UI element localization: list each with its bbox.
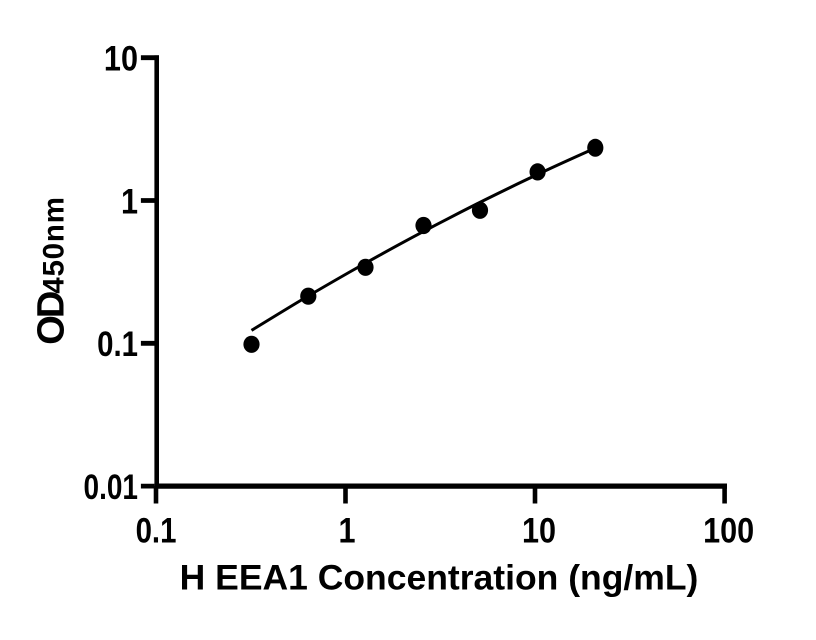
svg-text:0.01: 0.01	[84, 467, 138, 507]
svg-text:OD450nm: OD450nm	[31, 196, 73, 344]
svg-text:H EEA1 Concentration (ng/mL): H EEA1 Concentration (ng/mL)	[180, 558, 699, 598]
svg-text:100: 100	[703, 510, 754, 549]
svg-text:1: 1	[121, 181, 138, 220]
svg-text:10: 10	[104, 39, 138, 78]
svg-text:1: 1	[338, 510, 355, 549]
svg-text:0.1: 0.1	[136, 511, 177, 550]
svg-text:0.1: 0.1	[97, 325, 138, 364]
svg-text:10: 10	[522, 510, 556, 549]
